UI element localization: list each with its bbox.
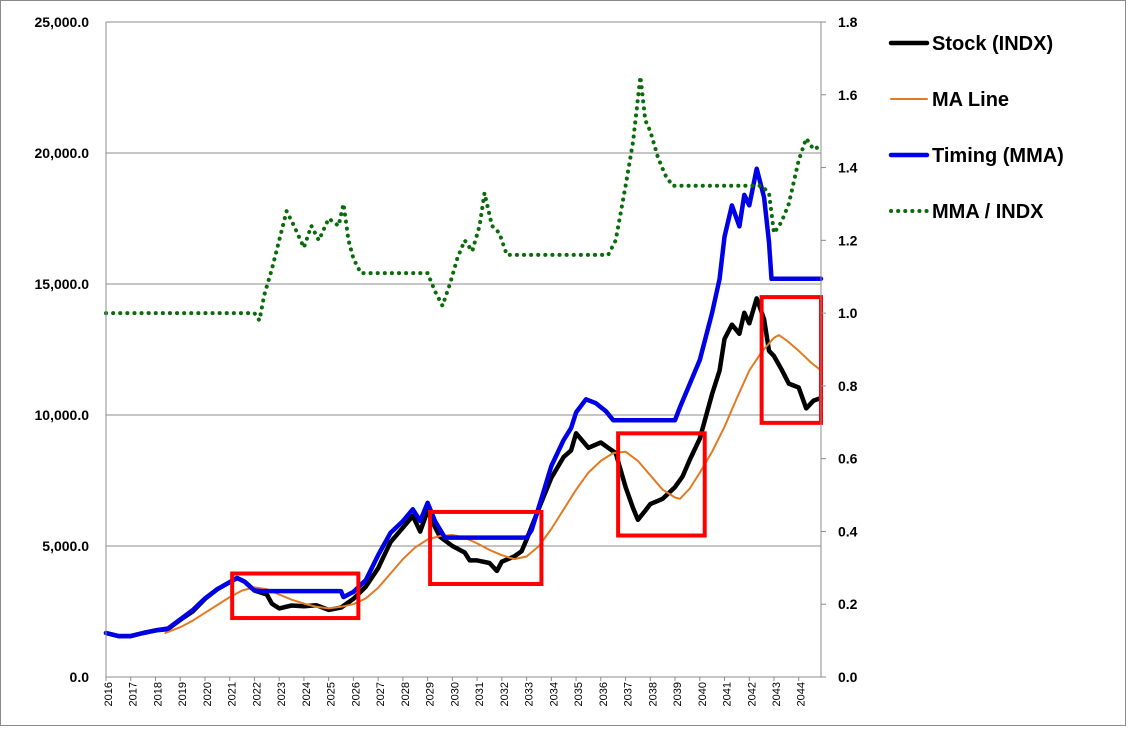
x-tick-label: 2024 bbox=[301, 682, 313, 706]
right-tick-label: 1.4 bbox=[838, 160, 858, 176]
x-tick-label: 2026 bbox=[350, 682, 362, 706]
right-tick-label: 0.2 bbox=[838, 596, 858, 612]
x-tick-label: 2020 bbox=[202, 682, 214, 706]
x-tick-label: 2028 bbox=[400, 682, 412, 706]
x-tick-label: 2038 bbox=[647, 682, 659, 706]
right-tick-label: 0.4 bbox=[838, 523, 858, 539]
x-tick-label: 2043 bbox=[771, 682, 783, 706]
legend-label: MA Line bbox=[932, 89, 1009, 111]
left-tick-label: 5,000.0 bbox=[42, 538, 89, 554]
x-tick-label: 2041 bbox=[722, 682, 734, 706]
right-axis-ticks: 0.0 0.2 0.4 0.6 0.8 1.0 1.2 1.4 1.6 1.8 bbox=[838, 14, 858, 685]
x-tick-label: 2025 bbox=[326, 682, 338, 706]
left-tick-label: 25,000.0 bbox=[35, 14, 90, 30]
x-tick-label: 2016 bbox=[103, 682, 115, 706]
left-tick-label: 10,000.0 bbox=[35, 407, 90, 423]
x-tick-label: 2019 bbox=[177, 682, 189, 706]
x-tick-label: 2027 bbox=[375, 682, 387, 706]
x-tick-label: 2031 bbox=[474, 682, 486, 706]
legend: Stock (INDX) MA Line Timing (MMA) MMA / IND… bbox=[888, 33, 1064, 223]
highlight-box-2 bbox=[428, 509, 544, 586]
x-tick-label: 2029 bbox=[425, 682, 437, 706]
x-tick-label: 2018 bbox=[152, 682, 164, 706]
left-axis-ticks: 0.0 5,000.0 10,000.0 15,000.0 20,000.0 25,000… bbox=[35, 14, 90, 685]
left-tick-label: 0.0 bbox=[70, 669, 90, 685]
legend-label: Timing (MMA) bbox=[932, 145, 1064, 167]
x-tick-label: 2035 bbox=[573, 682, 585, 706]
x-tick-label: 2034 bbox=[548, 682, 560, 706]
legend-label: Stock (INDX) bbox=[932, 33, 1053, 55]
x-tick-label: 2023 bbox=[276, 682, 288, 706]
x-tick-label: 2036 bbox=[598, 682, 610, 706]
series-line-2 bbox=[164, 334, 822, 634]
x-tick-label: 2021 bbox=[227, 682, 239, 706]
right-tick-label: 0.0 bbox=[838, 669, 858, 685]
axes bbox=[105, 21, 826, 681]
highlight-box-3 bbox=[616, 431, 707, 538]
x-tick-label: 2030 bbox=[449, 682, 461, 706]
right-tick-label: 1.6 bbox=[838, 87, 858, 103]
x-tick-label: 2033 bbox=[524, 682, 536, 706]
x-tick-label: 2042 bbox=[746, 682, 758, 706]
legend-label: MMA / INDX bbox=[932, 201, 1044, 223]
x-tick-label: 2044 bbox=[796, 682, 808, 706]
left-tick-label: 15,000.0 bbox=[35, 276, 90, 292]
series-line-4 bbox=[104, 74, 823, 323]
x-tick-label: 2037 bbox=[623, 682, 635, 706]
series-line-3 bbox=[103, 166, 824, 639]
highlight-box-1 bbox=[230, 571, 361, 621]
x-axis-ticks: 2016 2017 2018 2019 2020 2021 2022 2023 2024 2025… bbox=[103, 682, 808, 706]
right-tick-label: 0.8 bbox=[838, 378, 858, 394]
series-lines bbox=[103, 74, 824, 639]
x-tick-label: 2032 bbox=[499, 682, 511, 706]
left-tick-label: 20,000.0 bbox=[35, 145, 90, 161]
gridlines bbox=[106, 21, 821, 678]
x-tick-label: 2017 bbox=[128, 682, 140, 706]
x-tick-label: 2039 bbox=[672, 682, 684, 706]
x-tick-label: 2040 bbox=[697, 682, 709, 706]
right-tick-label: 1.8 bbox=[838, 14, 858, 30]
x-tick-label: 2022 bbox=[251, 682, 263, 706]
right-tick-label: 1.2 bbox=[838, 232, 858, 248]
right-tick-label: 0.6 bbox=[838, 451, 858, 467]
right-tick-label: 1.0 bbox=[838, 305, 858, 321]
